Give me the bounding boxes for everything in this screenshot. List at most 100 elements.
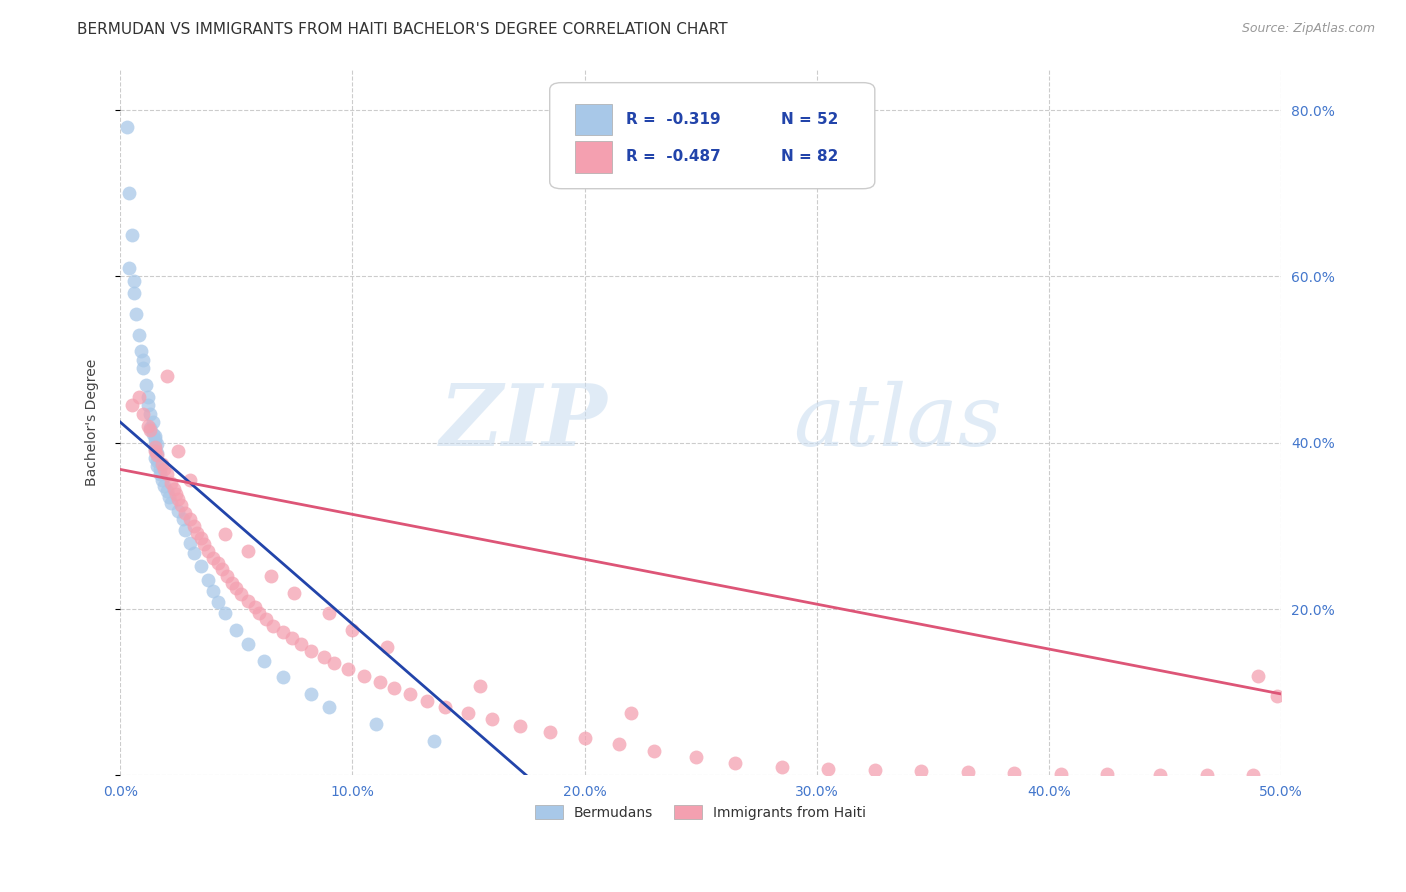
Point (817, 762, 839, 776)
Point (254, 612, 277, 626)
Point (314, 650, 336, 665)
Point (122, 286, 145, 301)
Point (136, 390, 159, 404)
Point (538, 725, 561, 739)
Point (468, 679, 491, 693)
Point (121, 227, 143, 242)
FancyBboxPatch shape (575, 141, 613, 173)
Point (146, 437, 169, 451)
Point (183, 519, 205, 533)
Point (139, 407, 162, 421)
Point (215, 569, 238, 583)
Point (225, 582, 247, 596)
Point (179, 473, 201, 487)
Point (190, 558, 212, 573)
Point (146, 454, 169, 468)
Point (143, 440, 166, 454)
Point (169, 498, 191, 512)
Point (643, 743, 665, 757)
Y-axis label: Bachelor's Degree: Bachelor's Degree (86, 359, 100, 485)
Point (271, 670, 294, 684)
Point (160, 496, 183, 510)
Text: BERMUDAN VS IMMIGRANTS FROM HAITI BACHELOR'S DEGREE CORRELATION CHART: BERMUDAN VS IMMIGRANTS FROM HAITI BACHEL… (77, 22, 728, 37)
Point (221, 575, 243, 590)
Point (336, 662, 359, 676)
Point (146, 459, 169, 474)
Point (146, 448, 169, 462)
Point (122, 274, 145, 288)
Point (139, 421, 162, 435)
Point (290, 637, 312, 651)
Point (214, 527, 236, 541)
Point (143, 429, 166, 443)
Point (299, 644, 322, 658)
Point (125, 307, 148, 321)
Point (1095, 767, 1118, 781)
Point (132, 360, 155, 375)
Point (143, 435, 166, 450)
Point (1002, 766, 1025, 780)
Point (190, 532, 212, 546)
Text: N = 82: N = 82 (780, 149, 838, 164)
Point (197, 544, 219, 558)
Point (318, 607, 340, 621)
Point (281, 632, 304, 646)
Point (143, 444, 166, 458)
Point (136, 398, 159, 412)
Point (150, 473, 173, 487)
Point (724, 756, 747, 770)
Point (155, 467, 177, 482)
FancyBboxPatch shape (575, 103, 613, 136)
Point (375, 640, 398, 654)
Point (434, 700, 457, 714)
Point (299, 687, 322, 701)
Point (243, 600, 266, 615)
Text: N = 52: N = 52 (780, 112, 838, 127)
Point (1265, 690, 1288, 704)
Point (193, 537, 215, 551)
Point (128, 390, 150, 404)
Point (207, 557, 229, 571)
Point (115, 120, 138, 134)
Point (207, 595, 229, 609)
Legend: Bermudans, Immigrants from Haiti: Bermudans, Immigrants from Haiti (530, 799, 872, 825)
Point (253, 654, 276, 668)
Point (225, 623, 247, 637)
Point (121, 398, 143, 412)
Point (236, 637, 259, 651)
Point (172, 512, 194, 526)
Point (1195, 767, 1218, 781)
Point (118, 261, 141, 276)
Text: ZIP: ZIP (440, 380, 607, 464)
Point (167, 492, 190, 507)
Point (1049, 767, 1071, 781)
Point (322, 656, 344, 670)
Point (149, 467, 172, 482)
Point (399, 687, 422, 701)
Point (150, 457, 173, 471)
Point (609, 737, 631, 751)
Point (770, 760, 793, 774)
Point (135, 377, 157, 392)
Point (186, 525, 208, 540)
Point (132, 352, 155, 367)
Point (353, 668, 375, 682)
Point (165, 487, 187, 501)
Point (197, 573, 219, 587)
Point (260, 569, 283, 583)
Point (481, 712, 503, 726)
Point (1241, 767, 1264, 781)
Point (162, 482, 184, 496)
Point (271, 625, 294, 640)
Point (183, 545, 205, 559)
Point (167, 444, 190, 458)
Point (342, 623, 364, 637)
Point (457, 706, 479, 720)
Point (236, 594, 259, 608)
Point (167, 504, 190, 518)
Point (685, 750, 707, 764)
Point (179, 535, 201, 549)
Point (143, 432, 166, 446)
Point (132, 407, 155, 421)
Point (956, 765, 979, 780)
